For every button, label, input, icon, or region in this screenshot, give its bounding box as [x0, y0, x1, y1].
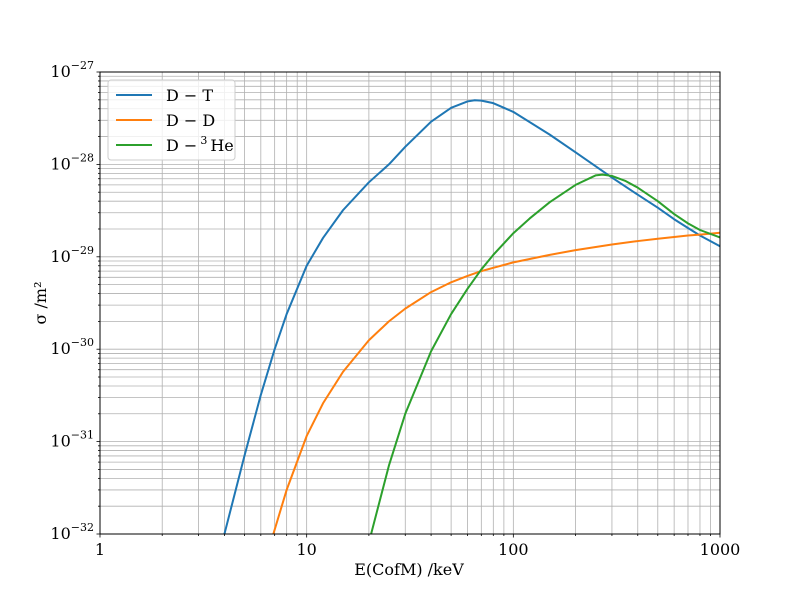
x-axis-label: E(CofM) /keV — [354, 560, 464, 579]
y-tick-label: 10−29 — [50, 244, 94, 266]
legend-box — [107, 79, 236, 161]
x-tick-label: 10 — [296, 540, 316, 559]
x-tick-label: 1 — [95, 540, 105, 559]
x-tick-label: 100 — [498, 540, 529, 559]
legend: D − T D − D D −3 He — [107, 79, 236, 161]
plot-frame — [99, 71, 721, 535]
y-tick-label: 10−28 — [50, 151, 94, 173]
legend-label: D − D — [166, 111, 215, 130]
series-line-2 — [272, 231, 720, 534]
x-tick-labels: 1 10 100 1000 — [95, 540, 740, 559]
y-tick-label: 10−32 — [50, 521, 94, 543]
y-tick-label: 10−27 — [50, 59, 94, 81]
legend-label: D −3 He — [166, 134, 234, 155]
x-tick-label: 1000 — [700, 540, 741, 559]
series-line-1 — [223, 99, 720, 534]
grid — [99, 71, 721, 535]
y-axis-label: σ /m² — [31, 282, 50, 325]
series-line-3 — [370, 173, 720, 534]
y-tick-label: 10−30 — [50, 336, 94, 358]
ticks — [96, 71, 721, 538]
y-tick-labels: 10−32 10−31 10−30 10−29 10−28 10−27 — [50, 59, 94, 543]
legend-label: D − T — [166, 86, 213, 105]
series-lines — [223, 99, 720, 534]
y-tick-label: 10−31 — [50, 429, 94, 451]
